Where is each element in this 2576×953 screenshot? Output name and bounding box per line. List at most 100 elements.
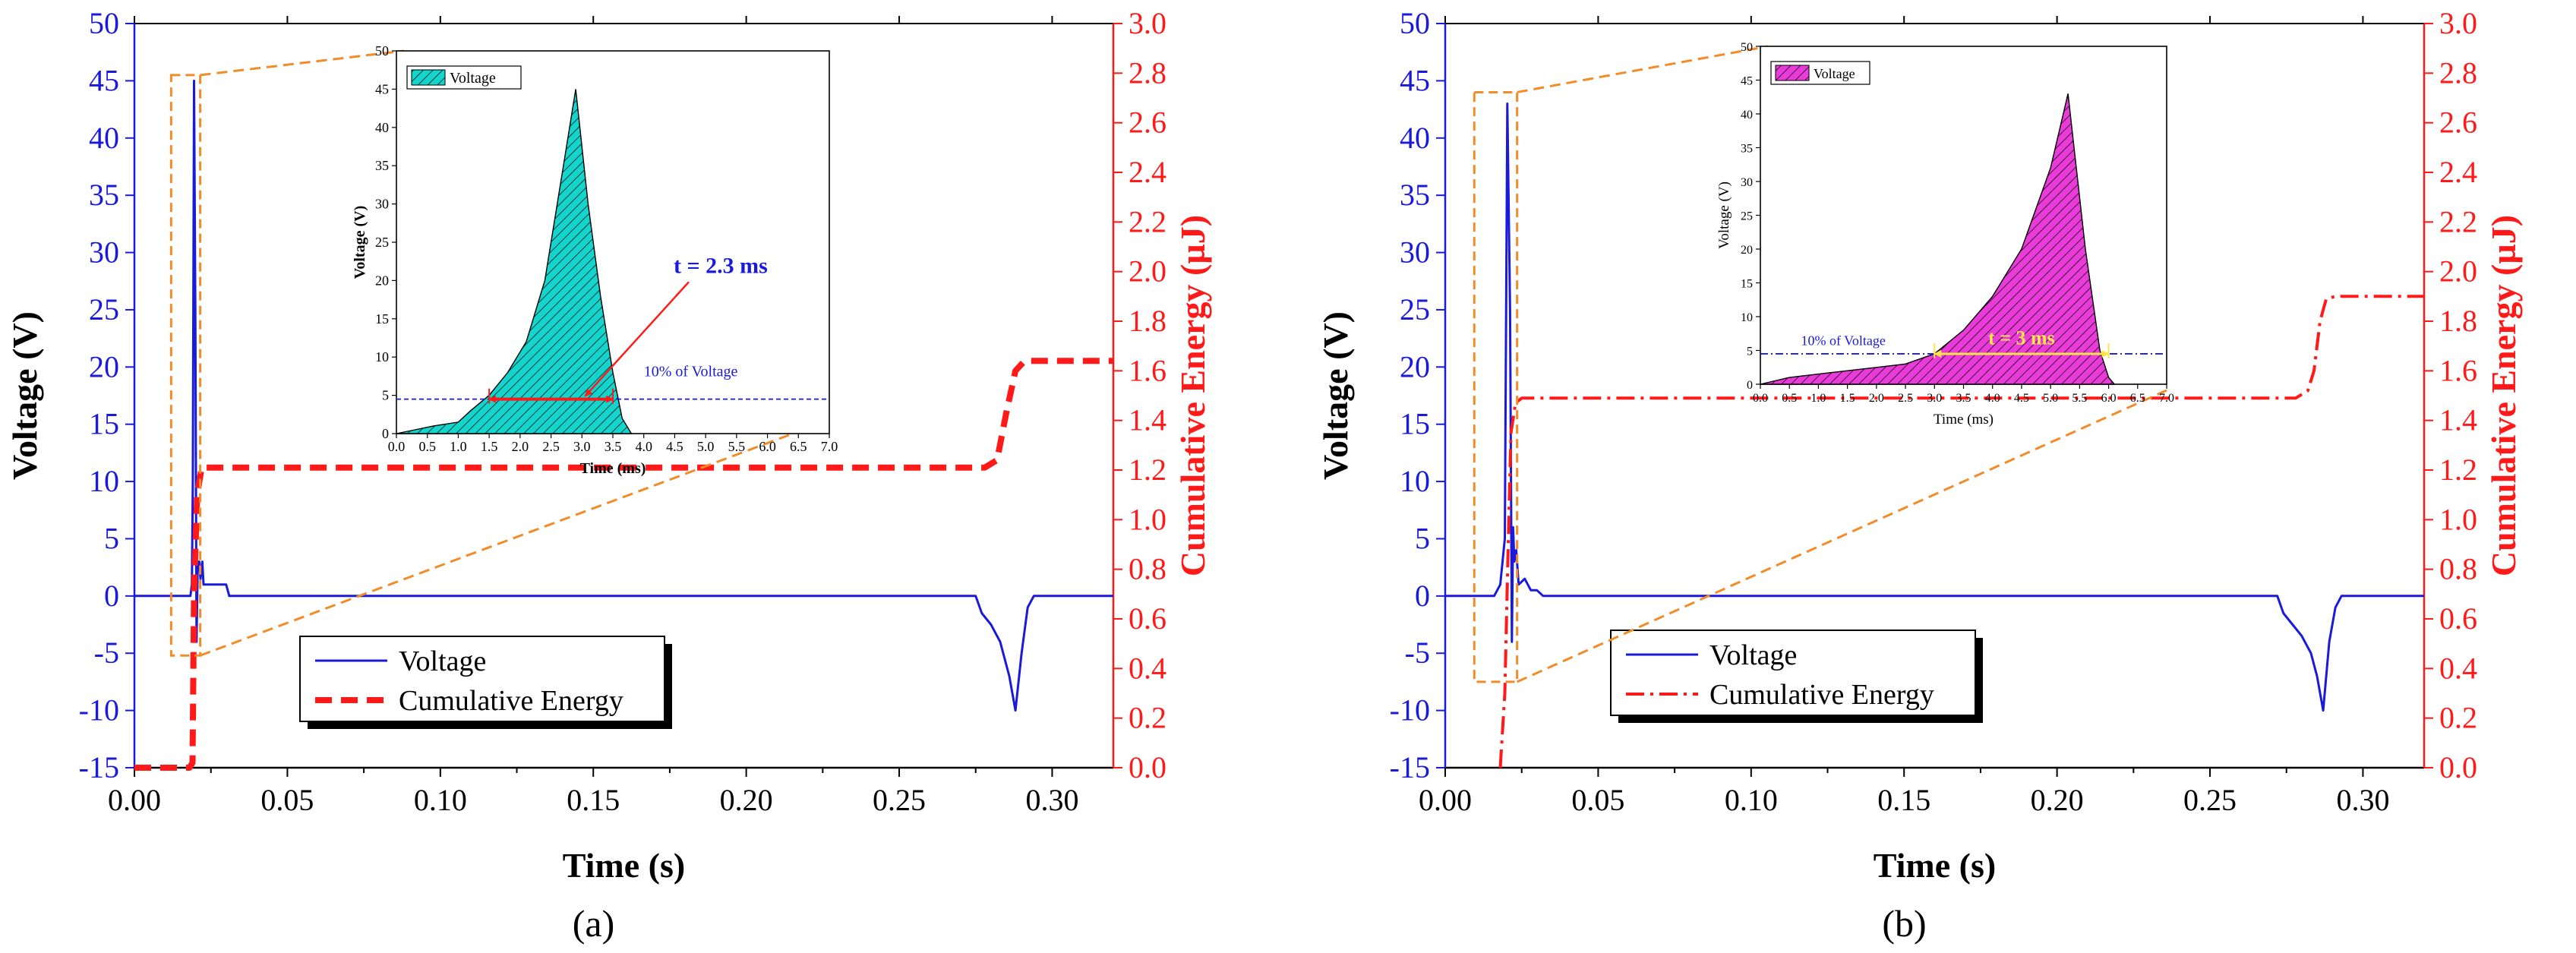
- y-right-tick-label: 1.6: [2439, 353, 2477, 387]
- inset-y-tick-label: 35: [1741, 143, 1753, 156]
- y-left-axis-title: Voltage (V): [5, 311, 44, 480]
- inset-y-tick-label: 50: [1741, 41, 1753, 54]
- inset-x-tick-label: 4.5: [666, 439, 683, 454]
- y-right-tick-label: 1.4: [1129, 403, 1166, 437]
- inset-x-tick-label: 4.0: [635, 439, 652, 454]
- inset-x-tick-label: 2.5: [542, 439, 560, 454]
- y-right-tick-label: 2.8: [2439, 55, 2477, 90]
- inset-y-tick-label: 10: [375, 349, 389, 364]
- y-right-tick-label: 1.2: [1129, 453, 1166, 487]
- panel-a: 0.00 0.05 0.10 0.15 0.20 0.25 0.30-15-10-50510…: [5, 6, 1212, 945]
- inset-y-tick-label: 15: [375, 311, 389, 327]
- inset-x-tick-label: 1.5: [481, 439, 498, 454]
- inset-y-tick-label: 30: [375, 197, 389, 212]
- zoom-guide-top: [1517, 45, 1769, 93]
- inset-x-tick-label: 6.0: [2101, 392, 2117, 405]
- inset-x-tick-label: 0.5: [1782, 392, 1797, 405]
- panel-b: 0.00 0.05 0.10 0.15 0.20 0.25 0.30-15-10-50510…: [1316, 6, 2523, 945]
- legend-box: [299, 636, 665, 722]
- inset-y-tick-label: 5: [1747, 346, 1753, 358]
- y-right-tick-label: 0.8: [2439, 552, 2477, 586]
- inset-x-tick-label: 5.5: [2072, 392, 2087, 405]
- inset-x-tick-label: 2.0: [512, 439, 529, 454]
- y-right-tick-label: 0.2: [1129, 701, 1166, 735]
- inset-y-tick-label: 35: [375, 158, 389, 173]
- legend-box: [1610, 630, 1976, 716]
- inset-x-tick-label: 5.5: [728, 439, 746, 454]
- y-right-tick-label: 1.0: [1129, 502, 1166, 536]
- y-left-tick-label: 35: [1400, 178, 1430, 212]
- y-right-tick-label: 1.4: [2439, 403, 2477, 437]
- inset-x-tick-label: 2.0: [1869, 392, 1884, 405]
- x-tick-label: 0.00: [108, 783, 161, 817]
- inset-y-tick-label: 25: [1741, 210, 1753, 223]
- y-right-axis-title: Cumulative Energy (µJ): [1173, 215, 1212, 576]
- y-right-tick-label: 1.6: [1129, 353, 1166, 387]
- inset-legend-swatch: [411, 69, 446, 86]
- inset-x-tick-label: 7.0: [821, 439, 838, 454]
- x-tick-label: 0.20: [2031, 783, 2084, 817]
- inset-x-tick-label: 3.5: [605, 439, 622, 454]
- inset-x-tick-label: 5.0: [2043, 392, 2058, 405]
- legend-voltage-label: Voltage: [1709, 639, 1797, 671]
- inset-y-tick-label: 40: [1741, 109, 1753, 121]
- inset-voltage-area: [396, 89, 632, 434]
- inset-y-tick-label: 45: [1741, 75, 1753, 88]
- inset-y-tick-label: 10: [1741, 311, 1753, 324]
- inset-x-tick-label: 6.0: [759, 439, 776, 454]
- y-left-tick-label: 40: [1400, 121, 1430, 155]
- inset-threshold-label: 10% of Voltage: [644, 363, 738, 380]
- y-left-tick-label: 5: [104, 521, 119, 555]
- energy-series-line: [1498, 295, 2424, 768]
- inset-x-tick-label: 3.0: [1927, 392, 1942, 405]
- inset-y-tick-label: 50: [375, 43, 389, 58]
- inset-y-tick-label: 20: [1741, 244, 1753, 257]
- inset-duration-pointer: [584, 281, 690, 397]
- inset-y-tick-label: 25: [375, 235, 389, 250]
- y-right-tick-label: 2.0: [1129, 254, 1166, 289]
- y-left-tick-label: 50: [89, 6, 119, 40]
- inset-y-tick-label: 0: [1747, 379, 1753, 392]
- inset-x-tick-label: 2.5: [1898, 392, 1913, 405]
- x-tick-label: 0.30: [1025, 783, 1078, 817]
- y-left-tick-label: 10: [89, 464, 119, 498]
- inset-y-tick-label: 5: [382, 388, 389, 403]
- panel-label: (b): [1882, 902, 1926, 945]
- inset-x-tick-label: 1.0: [450, 439, 467, 454]
- x-tick-label: 0.10: [1725, 783, 1778, 817]
- y-left-tick-label: -5: [1405, 636, 1430, 670]
- x-axis-title: Time (s): [1874, 846, 1996, 885]
- legend-energy-label: Cumulative Energy: [399, 685, 623, 717]
- y-left-tick-label: 40: [89, 121, 119, 155]
- y-left-tick-label: 0: [1415, 579, 1430, 613]
- x-tick-label: 0.05: [260, 783, 314, 817]
- inset-y-tick-label: 30: [1741, 176, 1753, 189]
- y-left-tick-label: 25: [89, 292, 119, 327]
- zoom-guide-bottom: [1517, 389, 2167, 683]
- x-tick-label: 0.25: [873, 783, 926, 817]
- y-left-tick-label: 45: [1400, 63, 1430, 97]
- zoom-region-box: [1473, 90, 1519, 683]
- inset-x-tick-label: 1.5: [1840, 392, 1855, 405]
- inset-y-tick-label: 0: [382, 426, 389, 441]
- y-right-tick-label: 0.0: [1129, 750, 1166, 784]
- inset-y-axis-title: Voltage (V): [1716, 181, 1732, 249]
- inset-legend-swatch: [1775, 65, 1810, 81]
- x-axis-title: Time (s): [563, 846, 685, 885]
- inset-x-tick-label: 4.5: [2014, 392, 2029, 405]
- inset-x-tick-label: 0.0: [1753, 392, 1768, 405]
- zoom-guide-bottom: [200, 418, 830, 657]
- y-left-tick-label: 45: [89, 63, 119, 97]
- y-left-tick-label: 30: [1400, 235, 1430, 270]
- y-right-axis-title: Cumulative Energy (µJ): [2484, 215, 2523, 576]
- voltage-series-line: [1445, 103, 2424, 712]
- y-right-tick-label: 2.0: [2439, 254, 2477, 289]
- y-left-tick-label: 15: [89, 407, 119, 441]
- inset-x-tick-label: 3.5: [1956, 392, 1971, 405]
- inset-x-tick-label: 4.0: [1985, 392, 2000, 405]
- y-left-tick-label: 20: [89, 349, 119, 383]
- y-left-tick-label: 15: [1400, 407, 1430, 441]
- inset-y-tick-label: 45: [375, 81, 389, 96]
- inset-x-tick-label: 0.5: [418, 439, 436, 454]
